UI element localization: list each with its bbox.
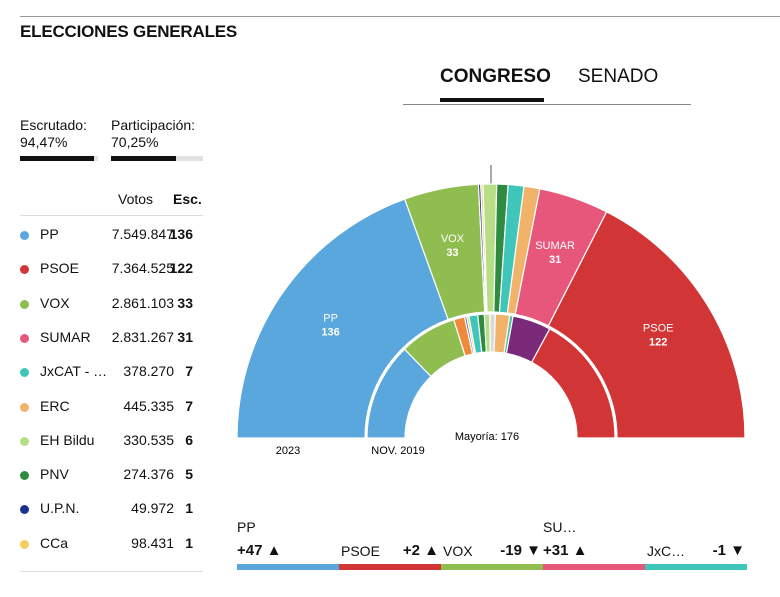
party-seats: 5 <box>185 466 193 483</box>
party-seats: 7 <box>185 397 193 414</box>
counted-progress-fill <box>20 156 94 161</box>
party-seats: 33 <box>177 294 193 311</box>
party-votes: 98.431 <box>131 534 174 551</box>
change-value: -19 ▼ <box>500 542 541 559</box>
turnout-progress-fill <box>111 156 176 161</box>
outer-ring-year-label: 2023 <box>276 445 300 457</box>
counted-stat: Escrutado: 94,47% <box>20 117 98 161</box>
slice-party-label: PP <box>323 312 338 324</box>
change-party-label: PP <box>237 519 256 535</box>
party-votes: 2.831.267 <box>111 328 174 345</box>
party-seats: 7 <box>185 363 193 380</box>
change-party-label: JxC… <box>647 543 686 559</box>
party-color-dot <box>20 436 29 446</box>
change-bar <box>237 564 339 570</box>
chamber-tabs: CONGRESO SENADO <box>403 62 691 105</box>
counted-value: 94,47% <box>20 134 68 150</box>
tab-congreso[interactable]: CONGRESO <box>440 66 551 87</box>
turnout-progress <box>111 156 203 161</box>
party-seats: 136 <box>169 226 193 242</box>
party-color-dot <box>20 299 29 309</box>
party-votes: 7.364.525 <box>111 260 174 277</box>
table-row[interactable]: EH Bildu 330.535 6 <box>20 426 210 460</box>
table-divider <box>20 571 203 572</box>
party-votes: 274.376 <box>123 466 174 483</box>
turnout-stat: Participación: 70,25% <box>111 117 203 161</box>
party-color-dot <box>20 368 29 378</box>
party-seats: 122 <box>169 260 193 277</box>
change-party-label: VOX <box>443 543 473 559</box>
table-row[interactable]: PNV 274.376 5 <box>20 460 210 494</box>
party-votes: 2.861.103 <box>111 294 174 311</box>
party-color-dot <box>20 333 29 343</box>
table-divider <box>20 215 203 216</box>
party-color-dot <box>20 505 29 515</box>
table-row[interactable]: PP 7.549.847 136 <box>20 220 210 254</box>
change-value: +31 ▲ <box>543 542 588 559</box>
table-row[interactable]: CCa 98.431 1 <box>20 529 210 563</box>
inner-ring-year-label: NOV. 2019 <box>371 445 424 457</box>
slice-seat-label: 136 <box>321 326 339 338</box>
slice-party-label: SUMAR <box>535 240 575 252</box>
change-value: -1 ▼ <box>712 542 745 559</box>
hemicycle-slice[interactable] <box>547 211 746 439</box>
active-tab-indicator <box>440 98 544 102</box>
party-color-dot <box>20 539 29 549</box>
table-row[interactable]: ERC 445.335 7 <box>20 392 210 426</box>
party-votes: 7.549.847 <box>111 226 174 242</box>
party-votes: 445.335 <box>123 397 174 414</box>
party-color-dot <box>20 402 29 412</box>
change-party-label: PSOE <box>341 543 380 559</box>
table-row[interactable]: SUMAR 2.831.267 31 <box>20 323 210 357</box>
slice-party-label: PSOE <box>643 323 674 335</box>
party-color-dot <box>20 265 29 275</box>
change-value: +2 ▲ <box>402 542 439 559</box>
party-votes: 330.535 <box>123 431 174 448</box>
change-bar <box>339 564 441 570</box>
change-value: +47 ▲ <box>237 542 282 559</box>
hemicycle-slice[interactable] <box>236 198 449 439</box>
change-bar <box>543 564 645 570</box>
party-color-dot <box>20 471 29 481</box>
seats-column-header: Esc. <box>173 191 202 207</box>
turnout-label: Participación: <box>111 117 196 133</box>
slice-party-label: VOX <box>441 233 465 245</box>
party-seats: 1 <box>185 500 193 517</box>
votes-column-header: Votos <box>118 191 154 207</box>
slice-seat-label: 122 <box>649 337 667 349</box>
party-color-dot <box>20 231 29 240</box>
table-row[interactable]: VOX 2.861.103 33 <box>20 289 210 323</box>
majority-label: Mayoría: 176 <box>455 431 519 443</box>
change-bar <box>441 564 543 570</box>
slice-seat-label: 33 <box>446 247 458 259</box>
party-votes: 49.972 <box>131 500 174 517</box>
change-bar <box>645 564 747 570</box>
party-seats: 31 <box>177 328 193 345</box>
party-seats: 6 <box>185 431 193 448</box>
change-party-label: SU… <box>543 519 577 535</box>
page-title: ELECCIONES GENERALES <box>20 22 238 41</box>
table-row[interactable]: U.P.N. 49.972 1 <box>20 494 210 528</box>
party-votes: 378.270 <box>123 363 174 380</box>
party-seats: 1 <box>185 534 193 551</box>
slice-seat-label: 31 <box>549 254 561 266</box>
tab-senado[interactable]: SENADO <box>578 66 659 87</box>
table-row[interactable]: PSOE 7.364.525 122 <box>20 254 210 288</box>
turnout-value: 70,25% <box>111 134 159 150</box>
counted-label: Escrutado: <box>20 117 87 133</box>
counted-progress <box>20 156 98 161</box>
top-divider <box>20 16 780 17</box>
